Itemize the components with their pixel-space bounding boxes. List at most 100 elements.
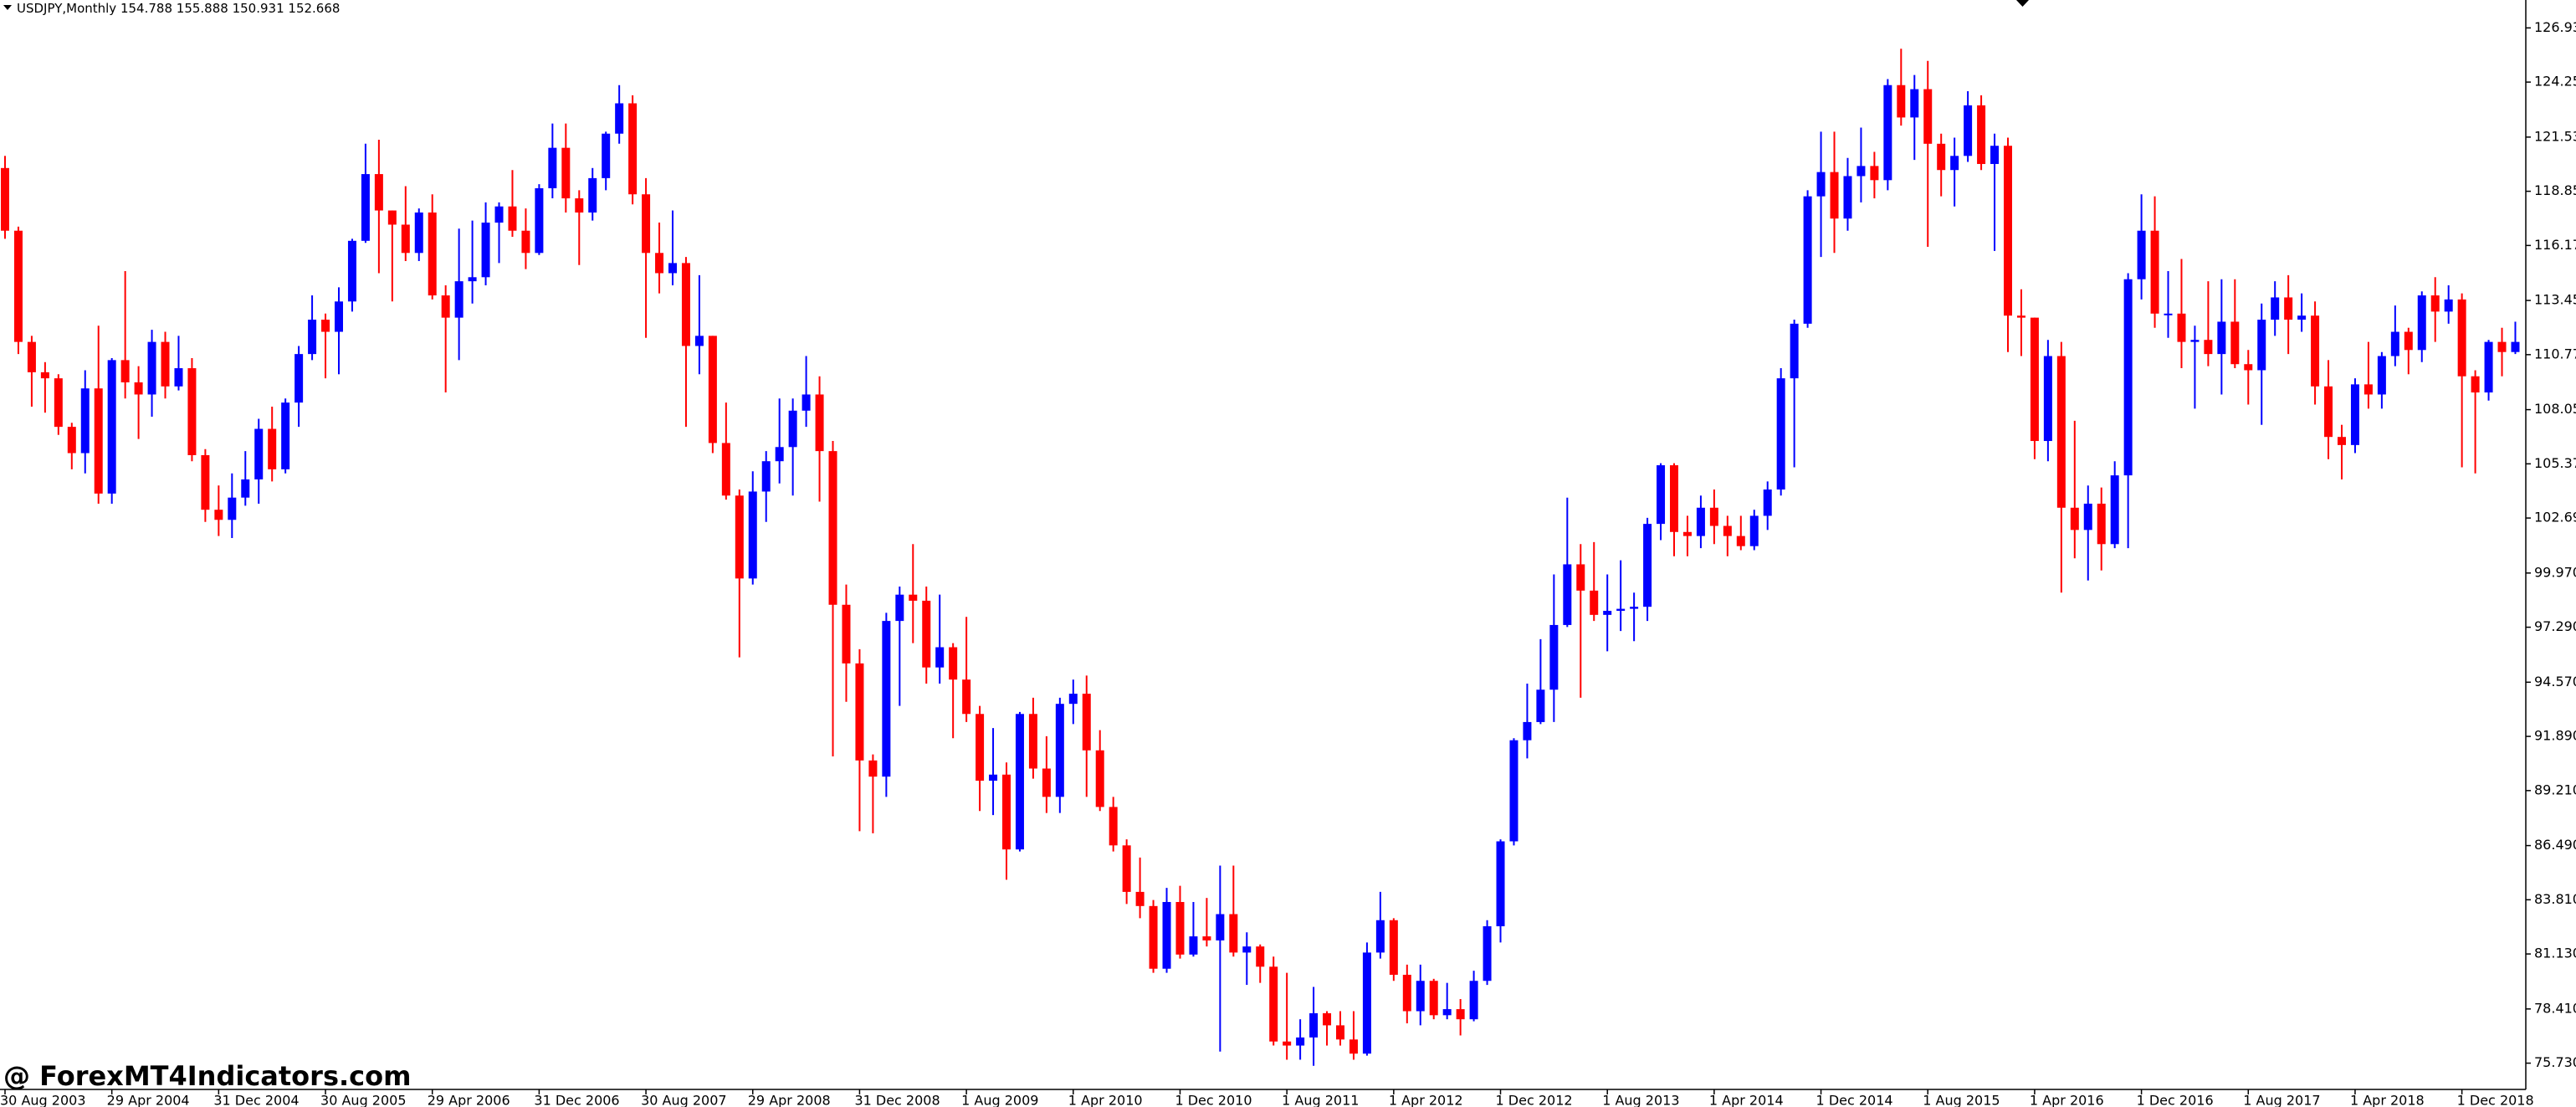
candle-body xyxy=(1256,946,1265,967)
y-tick-label: 89.210 xyxy=(2534,782,2576,797)
header-arrow xyxy=(3,5,12,10)
candle-body xyxy=(681,263,690,346)
candle-body xyxy=(54,378,63,428)
x-tick-label: 1 Dec 2016 xyxy=(2137,1093,2214,1107)
candle-body xyxy=(1937,143,1946,171)
candle-body xyxy=(1149,905,1158,969)
candle-body xyxy=(1162,901,1171,969)
candle-body xyxy=(1923,89,1933,144)
candle-body xyxy=(548,147,557,188)
candle-body xyxy=(1776,378,1785,490)
x-tick-label: 1 Aug 2017 xyxy=(2243,1093,2320,1107)
candle-body xyxy=(401,224,410,254)
candle-body xyxy=(2123,279,2133,476)
candle-body xyxy=(321,320,330,332)
candle-body xyxy=(1883,85,1892,181)
candle-body xyxy=(535,187,544,254)
candle-body xyxy=(40,372,49,379)
candle-body xyxy=(1375,920,1385,953)
candle-body xyxy=(2404,331,2413,351)
y-tick-label: 97.290 xyxy=(2534,618,2576,634)
candle-body xyxy=(2097,503,2106,545)
candle-body xyxy=(335,301,343,332)
candle-body xyxy=(801,394,811,411)
candle-body xyxy=(508,206,517,231)
candle-body xyxy=(949,647,958,680)
candle-body xyxy=(1843,176,1852,219)
candle-body xyxy=(1042,768,1051,797)
candle-body xyxy=(575,198,584,213)
candle-body xyxy=(1536,689,1545,722)
x-tick-label: 30 Aug 2007 xyxy=(641,1093,727,1107)
candle-body xyxy=(935,647,945,668)
candle-body xyxy=(2257,320,2266,371)
candle-body xyxy=(80,388,90,454)
candle-body xyxy=(1122,845,1131,892)
candle-body xyxy=(1603,611,1612,615)
candle-body xyxy=(761,461,771,492)
candle-body xyxy=(1643,524,1652,607)
candle-body xyxy=(1749,515,1759,546)
marker xyxy=(2016,0,2029,7)
candle-body xyxy=(1576,564,1585,591)
candle-body xyxy=(1269,966,1278,1042)
candle-body xyxy=(1964,105,1973,156)
x-tick-label: 1 Aug 2011 xyxy=(1282,1093,1359,1107)
candle-body xyxy=(1216,914,1225,940)
candle-body xyxy=(1015,714,1024,850)
candle-body xyxy=(815,394,824,452)
x-tick-label: 1 Apr 2016 xyxy=(2030,1093,2104,1107)
candle-body xyxy=(788,410,797,448)
candle-body xyxy=(909,594,918,601)
candle-body xyxy=(201,454,210,510)
candle-body xyxy=(494,206,504,223)
candle-body xyxy=(2150,230,2159,314)
candle-body xyxy=(882,621,891,777)
candle-body xyxy=(1442,1009,1452,1016)
y-tick-label: 75.730 xyxy=(2534,1054,2576,1070)
candle-body xyxy=(655,253,664,274)
candle-body xyxy=(308,320,317,355)
candle-body xyxy=(347,240,356,302)
candle-body xyxy=(2004,146,2012,316)
x-tick-label: 29 Apr 2004 xyxy=(107,1093,190,1107)
y-tick-label: 118.850 xyxy=(2534,182,2576,198)
x-tick-label: 31 Dec 2008 xyxy=(854,1093,940,1107)
candle-body xyxy=(107,360,116,494)
y-tick-label: 110.770 xyxy=(2534,346,2576,361)
candle-body xyxy=(922,600,931,668)
candle-body xyxy=(2164,313,2173,315)
candle-body xyxy=(2056,356,2066,508)
candle-body xyxy=(1469,981,1478,1020)
candle-body xyxy=(454,281,463,318)
candle-body xyxy=(1055,704,1064,797)
candle-body xyxy=(2457,299,2466,377)
candle-body xyxy=(1670,465,1678,532)
candle-body xyxy=(602,133,611,178)
candle-body xyxy=(2217,321,2226,355)
candle-body xyxy=(1630,607,1639,609)
candle-body xyxy=(735,495,744,579)
candle-body xyxy=(1095,750,1104,807)
candle-body xyxy=(2110,475,2119,545)
candle-body xyxy=(2390,331,2399,356)
candle-body xyxy=(1082,694,1091,751)
candle-body xyxy=(1950,156,1959,171)
y-tick-label: 126.930 xyxy=(2534,19,2576,35)
candle-body xyxy=(1202,936,1211,940)
candle-body xyxy=(1416,981,1425,1012)
candle-body xyxy=(214,510,223,520)
candle-body xyxy=(668,263,677,274)
candle-body xyxy=(2430,295,2440,312)
y-tick-label: 108.050 xyxy=(2534,401,2576,417)
candle-body xyxy=(2471,376,2480,393)
candle-body xyxy=(2016,315,2025,318)
candle-body xyxy=(428,212,437,296)
candle-body xyxy=(1336,1025,1344,1040)
candle-body xyxy=(1763,489,1772,516)
candle-body xyxy=(708,336,717,443)
candle-body xyxy=(2484,341,2493,393)
watermark: @ ForexMT4Indicators.com xyxy=(3,1060,411,1092)
